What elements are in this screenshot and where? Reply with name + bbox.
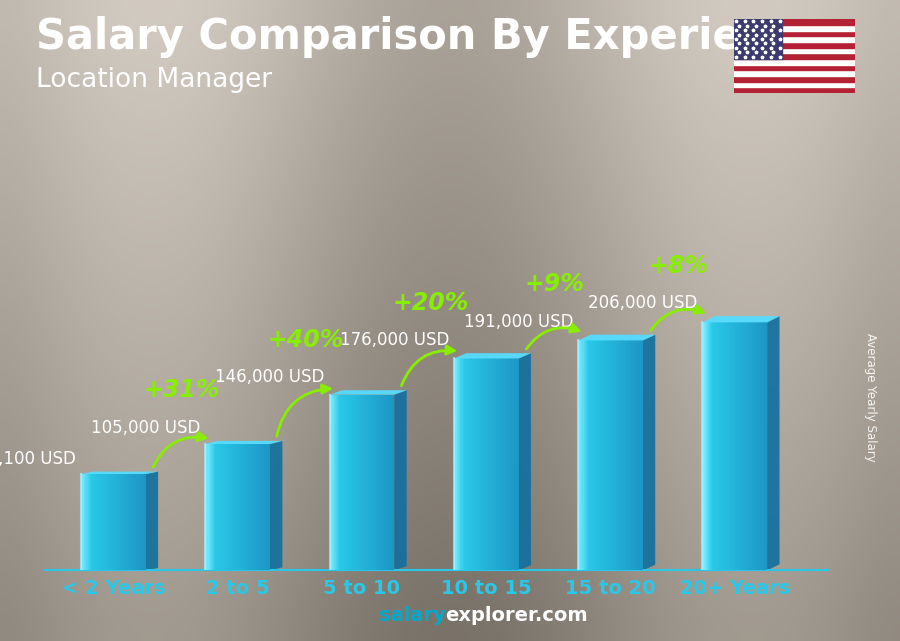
Text: +40%: +40% <box>268 328 344 352</box>
Text: explorer.com: explorer.com <box>446 606 588 625</box>
Text: 80,100 USD: 80,100 USD <box>0 450 76 468</box>
Text: Salary Comparison By Experience: Salary Comparison By Experience <box>36 16 824 58</box>
Text: 146,000 USD: 146,000 USD <box>215 369 325 387</box>
Bar <box>734 59 855 65</box>
Polygon shape <box>703 316 779 322</box>
Bar <box>734 42 855 47</box>
Text: 176,000 USD: 176,000 USD <box>339 331 449 349</box>
Text: 105,000 USD: 105,000 USD <box>91 419 201 437</box>
Bar <box>734 71 855 76</box>
Bar <box>734 19 782 59</box>
Bar <box>734 47 855 53</box>
Polygon shape <box>578 335 655 340</box>
Bar <box>734 31 855 37</box>
Bar <box>734 87 855 93</box>
Text: +8%: +8% <box>649 254 709 278</box>
Polygon shape <box>643 335 655 570</box>
Text: Location Manager: Location Manager <box>36 67 272 94</box>
Bar <box>734 37 855 42</box>
Text: 191,000 USD: 191,000 USD <box>464 313 573 331</box>
Text: +20%: +20% <box>392 291 469 315</box>
Polygon shape <box>394 390 407 570</box>
Text: Average Yearly Salary: Average Yearly Salary <box>865 333 878 462</box>
Polygon shape <box>518 353 531 570</box>
Text: +9%: +9% <box>525 272 584 296</box>
Polygon shape <box>270 441 283 570</box>
Text: salary: salary <box>379 606 446 625</box>
Text: 206,000 USD: 206,000 USD <box>588 294 698 312</box>
Bar <box>734 19 855 25</box>
Bar <box>734 53 855 59</box>
Polygon shape <box>767 316 779 570</box>
Bar <box>734 81 855 87</box>
Polygon shape <box>329 390 407 395</box>
Bar <box>734 25 855 31</box>
Polygon shape <box>146 472 158 570</box>
Polygon shape <box>81 472 158 474</box>
Polygon shape <box>454 353 531 358</box>
Polygon shape <box>205 441 283 444</box>
Bar <box>734 76 855 81</box>
Bar <box>734 65 855 71</box>
Text: +31%: +31% <box>143 378 220 403</box>
